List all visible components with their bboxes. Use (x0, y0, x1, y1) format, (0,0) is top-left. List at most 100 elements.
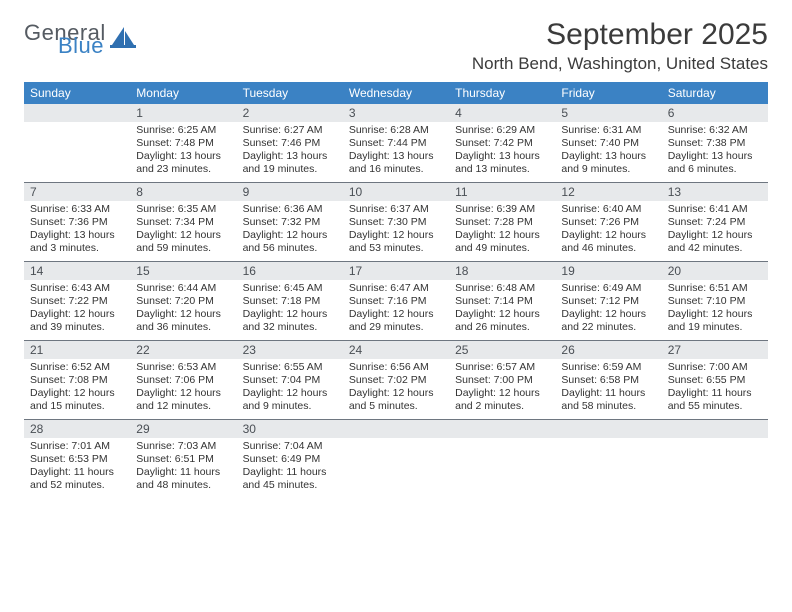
day-number: 22 (130, 341, 236, 359)
day-header: Monday (130, 82, 236, 104)
title-block: September 2025 North Bend, Washington, U… (472, 18, 768, 74)
logo: General Blue (24, 24, 136, 55)
day-number: 9 (237, 183, 343, 201)
day-cell: 20Sunrise: 6:51 AMSunset: 7:10 PMDayligh… (662, 262, 768, 340)
day-cell: 15Sunrise: 6:44 AMSunset: 7:20 PMDayligh… (130, 262, 236, 340)
day-body (24, 122, 130, 128)
day-body: Sunrise: 6:39 AMSunset: 7:28 PMDaylight:… (449, 201, 555, 260)
day-number: 1 (130, 104, 236, 122)
sunrise-line: Sunrise: 6:32 AM (668, 124, 762, 137)
sunrise-line: Sunrise: 6:57 AM (455, 361, 549, 374)
day-number (343, 420, 449, 438)
day-body: Sunrise: 6:49 AMSunset: 7:12 PMDaylight:… (555, 280, 661, 339)
day-body: Sunrise: 7:00 AMSunset: 6:55 PMDaylight:… (662, 359, 768, 418)
day-body: Sunrise: 6:32 AMSunset: 7:38 PMDaylight:… (662, 122, 768, 181)
day-cell-empty (343, 420, 449, 498)
day-body: Sunrise: 6:27 AMSunset: 7:46 PMDaylight:… (237, 122, 343, 181)
day-body: Sunrise: 6:35 AMSunset: 7:34 PMDaylight:… (130, 201, 236, 260)
sunset-line: Sunset: 7:30 PM (349, 216, 443, 229)
sunset-line: Sunset: 7:32 PM (243, 216, 337, 229)
location-subtitle: North Bend, Washington, United States (472, 54, 768, 74)
daylight-line: Daylight: 12 hours and 36 minutes. (136, 308, 230, 334)
sunset-line: Sunset: 7:06 PM (136, 374, 230, 387)
sunset-line: Sunset: 7:26 PM (561, 216, 655, 229)
day-cell: 25Sunrise: 6:57 AMSunset: 7:00 PMDayligh… (449, 341, 555, 419)
day-body: Sunrise: 6:40 AMSunset: 7:26 PMDaylight:… (555, 201, 661, 260)
sunrise-line: Sunrise: 6:37 AM (349, 203, 443, 216)
sunset-line: Sunset: 6:49 PM (243, 453, 337, 466)
day-body: Sunrise: 6:44 AMSunset: 7:20 PMDaylight:… (130, 280, 236, 339)
day-number: 11 (449, 183, 555, 201)
day-cell: 4Sunrise: 6:29 AMSunset: 7:42 PMDaylight… (449, 104, 555, 182)
sunrise-line: Sunrise: 6:25 AM (136, 124, 230, 137)
day-cell: 22Sunrise: 6:53 AMSunset: 7:06 PMDayligh… (130, 341, 236, 419)
daylight-line: Daylight: 12 hours and 49 minutes. (455, 229, 549, 255)
sunset-line: Sunset: 7:46 PM (243, 137, 337, 150)
day-number: 2 (237, 104, 343, 122)
sunrise-line: Sunrise: 6:41 AM (668, 203, 762, 216)
day-body (662, 438, 768, 444)
sunrise-line: Sunrise: 6:53 AM (136, 361, 230, 374)
sunset-line: Sunset: 7:08 PM (30, 374, 124, 387)
day-body: Sunrise: 6:56 AMSunset: 7:02 PMDaylight:… (343, 359, 449, 418)
day-number: 4 (449, 104, 555, 122)
day-header: Saturday (662, 82, 768, 104)
day-cell: 10Sunrise: 6:37 AMSunset: 7:30 PMDayligh… (343, 183, 449, 261)
sunset-line: Sunset: 6:55 PM (668, 374, 762, 387)
daylight-line: Daylight: 12 hours and 32 minutes. (243, 308, 337, 334)
day-cell: 9Sunrise: 6:36 AMSunset: 7:32 PMDaylight… (237, 183, 343, 261)
day-body: Sunrise: 6:53 AMSunset: 7:06 PMDaylight:… (130, 359, 236, 418)
day-cell: 5Sunrise: 6:31 AMSunset: 7:40 PMDaylight… (555, 104, 661, 182)
day-cell: 26Sunrise: 6:59 AMSunset: 6:58 PMDayligh… (555, 341, 661, 419)
sunset-line: Sunset: 7:28 PM (455, 216, 549, 229)
day-cell: 7Sunrise: 6:33 AMSunset: 7:36 PMDaylight… (24, 183, 130, 261)
day-cell: 21Sunrise: 6:52 AMSunset: 7:08 PMDayligh… (24, 341, 130, 419)
sunrise-line: Sunrise: 6:43 AM (30, 282, 124, 295)
day-number: 13 (662, 183, 768, 201)
sunrise-line: Sunrise: 6:36 AM (243, 203, 337, 216)
daylight-line: Daylight: 12 hours and 46 minutes. (561, 229, 655, 255)
week-row: 1Sunrise: 6:25 AMSunset: 7:48 PMDaylight… (24, 104, 768, 182)
day-header: Sunday (24, 82, 130, 104)
sunset-line: Sunset: 7:48 PM (136, 137, 230, 150)
day-number (555, 420, 661, 438)
sunset-line: Sunset: 6:58 PM (561, 374, 655, 387)
day-body: Sunrise: 7:01 AMSunset: 6:53 PMDaylight:… (24, 438, 130, 497)
day-body: Sunrise: 6:51 AMSunset: 7:10 PMDaylight:… (662, 280, 768, 339)
day-body: Sunrise: 6:37 AMSunset: 7:30 PMDaylight:… (343, 201, 449, 260)
daylight-line: Daylight: 11 hours and 48 minutes. (136, 466, 230, 492)
logo-text: General Blue (24, 24, 106, 55)
day-body: Sunrise: 6:25 AMSunset: 7:48 PMDaylight:… (130, 122, 236, 181)
day-number: 7 (24, 183, 130, 201)
day-body: Sunrise: 6:55 AMSunset: 7:04 PMDaylight:… (237, 359, 343, 418)
sunrise-line: Sunrise: 6:52 AM (30, 361, 124, 374)
week-row: 28Sunrise: 7:01 AMSunset: 6:53 PMDayligh… (24, 419, 768, 498)
daylight-line: Daylight: 12 hours and 22 minutes. (561, 308, 655, 334)
day-cell: 11Sunrise: 6:39 AMSunset: 7:28 PMDayligh… (449, 183, 555, 261)
sail-icon (110, 25, 136, 54)
day-number: 3 (343, 104, 449, 122)
sunrise-line: Sunrise: 6:59 AM (561, 361, 655, 374)
daylight-line: Daylight: 12 hours and 53 minutes. (349, 229, 443, 255)
day-body: Sunrise: 6:43 AMSunset: 7:22 PMDaylight:… (24, 280, 130, 339)
sunrise-line: Sunrise: 6:31 AM (561, 124, 655, 137)
month-title: September 2025 (472, 18, 768, 52)
day-header: Wednesday (343, 82, 449, 104)
day-header-row: SundayMondayTuesdayWednesdayThursdayFrid… (24, 82, 768, 104)
daylight-line: Daylight: 13 hours and 9 minutes. (561, 150, 655, 176)
week-row: 14Sunrise: 6:43 AMSunset: 7:22 PMDayligh… (24, 261, 768, 340)
day-number: 25 (449, 341, 555, 359)
daylight-line: Daylight: 13 hours and 3 minutes. (30, 229, 124, 255)
sunrise-line: Sunrise: 6:40 AM (561, 203, 655, 216)
sunrise-line: Sunrise: 6:55 AM (243, 361, 337, 374)
daylight-line: Daylight: 11 hours and 52 minutes. (30, 466, 124, 492)
sunrise-line: Sunrise: 7:01 AM (30, 440, 124, 453)
sunrise-line: Sunrise: 6:28 AM (349, 124, 443, 137)
sunset-line: Sunset: 7:02 PM (349, 374, 443, 387)
day-cell: 14Sunrise: 6:43 AMSunset: 7:22 PMDayligh… (24, 262, 130, 340)
sunrise-line: Sunrise: 6:35 AM (136, 203, 230, 216)
day-body: Sunrise: 6:29 AMSunset: 7:42 PMDaylight:… (449, 122, 555, 181)
daylight-line: Daylight: 11 hours and 55 minutes. (668, 387, 762, 413)
day-cell: 2Sunrise: 6:27 AMSunset: 7:46 PMDaylight… (237, 104, 343, 182)
day-header: Friday (555, 82, 661, 104)
